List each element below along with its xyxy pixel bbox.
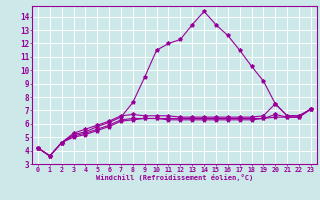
X-axis label: Windchill (Refroidissement éolien,°C): Windchill (Refroidissement éolien,°C) (96, 174, 253, 181)
